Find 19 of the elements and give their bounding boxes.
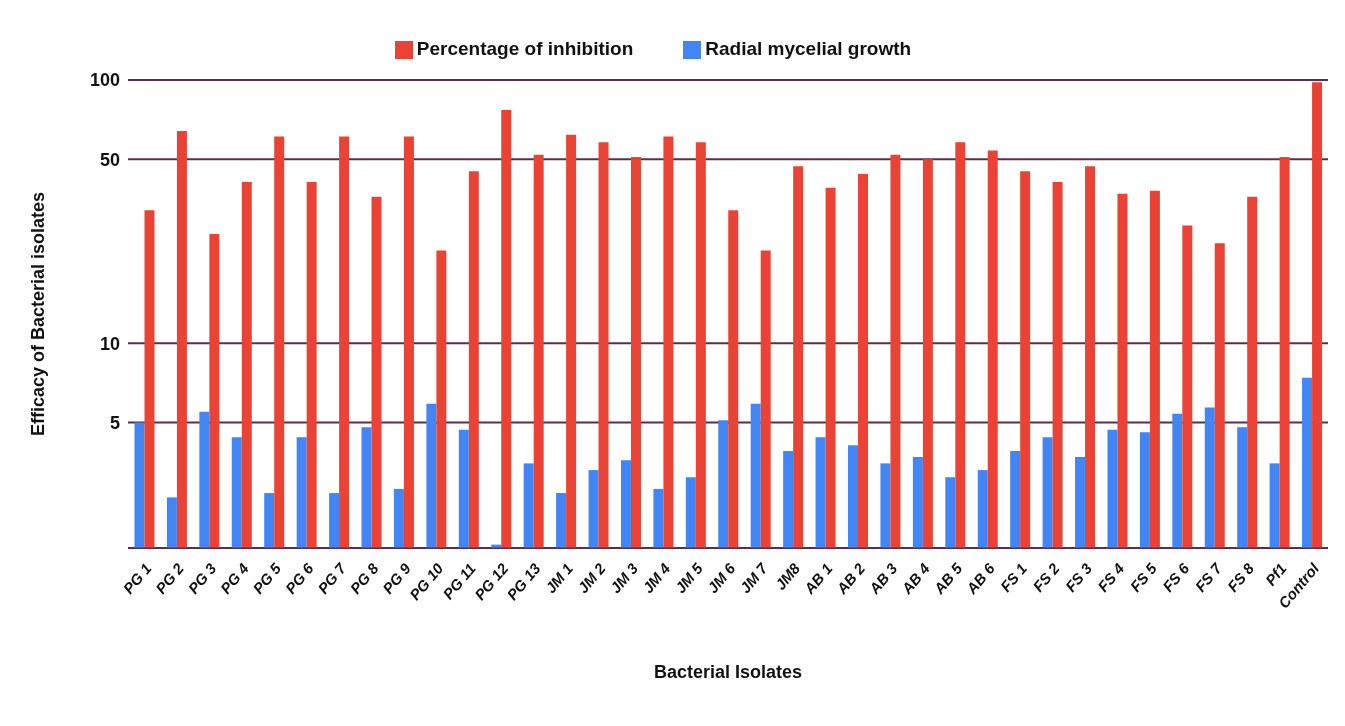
- legend-label: Percentage of inhibition: [416, 38, 634, 59]
- legend-label: Radial mycelial growth: [705, 38, 912, 59]
- x-tick-label: FS 6: [1159, 559, 1193, 595]
- x-tick-label: FS 4: [1094, 559, 1128, 595]
- x-tick-label: FS 1: [996, 559, 1031, 595]
- x-tick-label: JM 1: [541, 559, 577, 597]
- y-tick-label: 100: [89, 70, 120, 91]
- x-tick-label: FS 7: [1191, 559, 1226, 595]
- x-tick-label: FS 5: [1126, 559, 1161, 595]
- y-axis-title: Efficacy of Bacterial isolates: [28, 191, 49, 437]
- x-tick-label: FS 8: [1223, 559, 1258, 595]
- x-tick-label: FS 2: [1029, 559, 1064, 595]
- y-tick-label: 50: [99, 149, 120, 170]
- y-tick-label: 5: [109, 412, 120, 433]
- x-tick-label: JM 7: [736, 559, 772, 597]
- y-tick-label: 10: [99, 333, 120, 354]
- x-axis-title: Bacterial Isolates: [653, 662, 803, 682]
- x-tick-label: FS 3: [1061, 559, 1096, 595]
- x-tick-label: JM 4: [639, 559, 674, 597]
